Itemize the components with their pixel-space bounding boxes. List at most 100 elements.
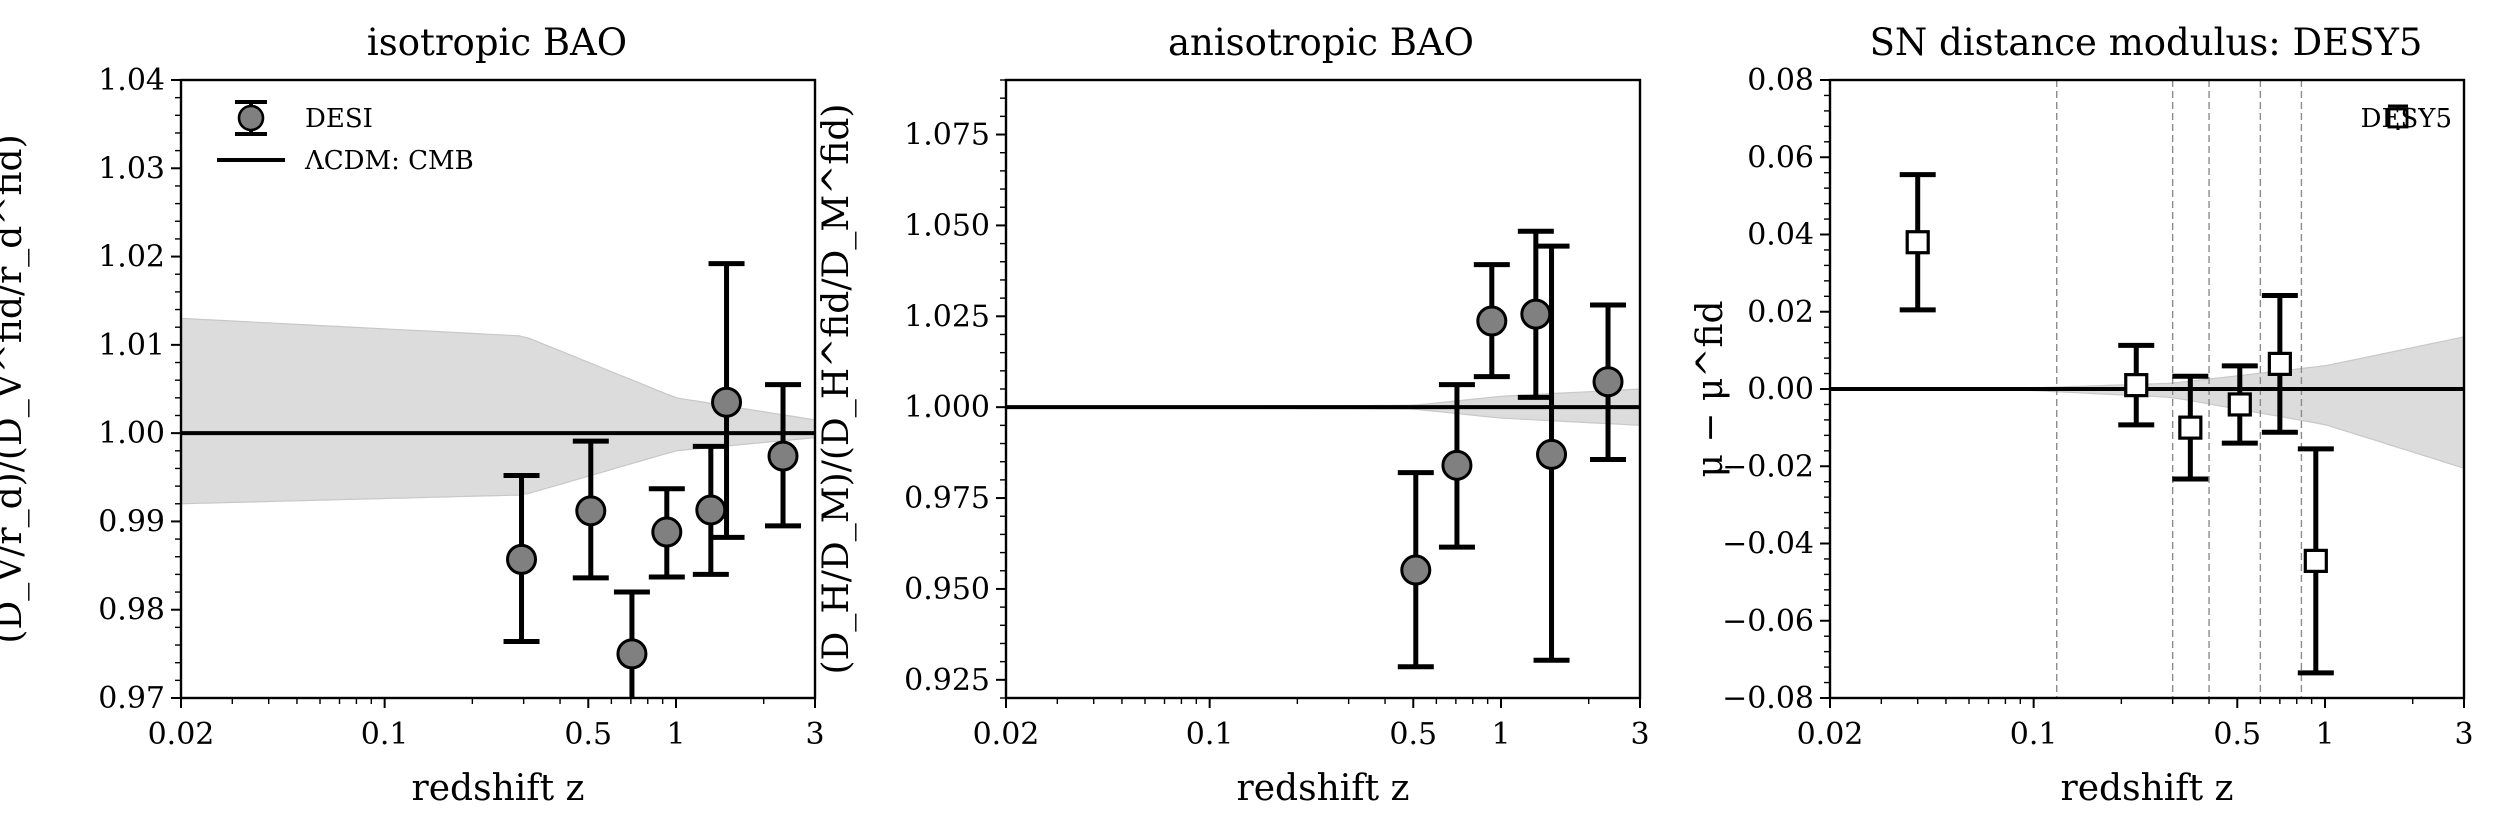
y-tick-label: 0.99: [98, 504, 165, 539]
data-point-group: [2118, 342, 2155, 428]
x-tick-label: 0.1: [361, 717, 409, 752]
y-tick-label: −0.02: [1722, 449, 1814, 484]
data-point-group: [1533, 243, 1570, 663]
data-point-marker: [1592, 366, 1624, 398]
x-axis-label: redshift z: [1237, 768, 1410, 809]
x-tick-label: 3: [805, 717, 824, 752]
data-point-group: [1590, 302, 1627, 463]
data-point-marker: [616, 638, 648, 670]
data-point-group: [2297, 446, 2334, 676]
y-tick-label: 0.00: [1747, 372, 1814, 407]
plot-frame: [179, 78, 817, 700]
data-point-marker: [1400, 554, 1432, 586]
x-tick-label: 0.5: [2213, 717, 2261, 752]
data-point-marker: [767, 440, 799, 472]
plot-area: [181, 261, 815, 698]
x-tick-label: 0.02: [148, 717, 215, 752]
y-tick-label: 1.02: [98, 240, 165, 275]
data-point-group: [765, 382, 802, 529]
data-point-marker: [1905, 230, 1930, 255]
y-tick-label: 0.975: [904, 481, 990, 516]
data-point-marker: [2227, 392, 2252, 417]
panel-title-sn: SN distance modulus: DESY5: [1870, 21, 2423, 64]
model-uncertainty-band: [181, 317, 815, 505]
y-axis-label: μ − μ^fid: [1690, 300, 1731, 477]
panel-title-anisotropic: anisotropic BAO: [1168, 21, 1474, 64]
data-point-marker: [1476, 305, 1508, 337]
x-tick-label: 3: [2454, 717, 2473, 752]
x-tick-label: 0.02: [973, 717, 1040, 752]
x-tick-label: 0.5: [1389, 717, 1437, 752]
x-tick-label: 1: [1491, 717, 1510, 752]
data-point-marker: [2267, 351, 2292, 376]
legend: DESI ΛCDM: CMB: [217, 100, 474, 176]
y-tick-label: −0.08: [1722, 681, 1814, 716]
panel-sn-distance-modulus: SN distance modulus: DESY5 0.02 0.1 0.5 1 3 −…: [1690, 21, 2474, 809]
x-tick-label: 0.02: [1797, 717, 1864, 752]
legend-marker: [237, 104, 265, 132]
data-point-group: [2221, 363, 2258, 446]
data-point-marker: [1441, 449, 1473, 481]
model-uncertainty-band: [1830, 336, 2464, 469]
x-tick-label: 0.1: [2010, 717, 2058, 752]
data-point-marker: [2178, 415, 2203, 440]
y-tick-label: 1.000: [904, 390, 990, 425]
y-tick-label: 1.03: [98, 151, 165, 186]
legend-label: DESY5: [2361, 104, 2452, 134]
panel-anisotropic-bao: anisotropic BAO 0.02 0.1 0.5 1 3 0.925 0.950 0.…: [816, 21, 1650, 809]
plot-area: [1006, 228, 1640, 670]
y-tick-label: 0.950: [904, 572, 990, 607]
data-point-group: [503, 473, 540, 644]
plot-frame: [1004, 78, 1642, 700]
panel-isotropic-bao: isotropic BAO 0.02 0.1 0.5 1 3 0.97 0.98 0.99 1.…: [0, 21, 825, 809]
y-tick-label: 1.01: [98, 328, 165, 363]
x-tick-label: 1: [666, 717, 685, 752]
y-tick-label: −0.06: [1722, 604, 1814, 639]
x-tick-label: 0.1: [1186, 717, 1234, 752]
data-point-marker: [711, 386, 743, 418]
data-point-marker: [2303, 548, 2328, 573]
plot-area: [1830, 80, 2464, 698]
panel-title-isotropic: isotropic BAO: [367, 21, 627, 64]
y-tick-label: 1.050: [904, 208, 990, 243]
data-point-group: [1397, 470, 1434, 670]
x-axis-label: redshift z: [2061, 768, 2234, 809]
data-point-group: [648, 486, 685, 580]
data-point-group: [1899, 172, 1936, 313]
y-tick-label: 1.075: [904, 118, 990, 153]
data-point-marker: [506, 543, 538, 575]
y-tick-label: 1.025: [904, 299, 990, 334]
legend-marker: [2387, 107, 2409, 129]
y-axis-label: (D_H/D_M)/(D_H^fid/D_M^fid): [816, 104, 857, 675]
data-point-group: [613, 589, 650, 698]
legend: DESY5: [2361, 104, 2452, 134]
x-axis-label: redshift z: [412, 768, 585, 809]
y-tick-label: 0.08: [1747, 63, 1814, 98]
data-point-group: [1517, 228, 1554, 400]
data-point-group: [692, 443, 729, 577]
data-point-marker: [1536, 438, 1568, 470]
legend-label: ΛCDM: CMB: [304, 146, 474, 176]
data-point-marker: [575, 495, 607, 527]
x-tick-label: 0.5: [564, 717, 612, 752]
y-tick-label: 0.02: [1747, 295, 1814, 330]
y-tick-label: −0.04: [1722, 527, 1814, 562]
x-tick-label: 3: [1630, 717, 1649, 752]
x-tick-label: 1: [2315, 717, 2334, 752]
data-point-group: [1473, 262, 1510, 380]
data-point-group: [572, 438, 609, 581]
y-tick-label: 1.04: [98, 63, 165, 98]
data-point-group: [708, 261, 745, 540]
data-point-group: [1438, 382, 1475, 550]
y-tick-label: 0.97: [98, 681, 165, 716]
data-point-group: [2261, 293, 2298, 435]
y-axis-label: (D_V/r_d)/(D_V^fid/r_d^fid): [0, 134, 30, 643]
data-point-marker: [1520, 298, 1552, 330]
data-point-marker: [651, 516, 683, 548]
data-point-marker: [695, 494, 727, 526]
y-tick-label: 0.98: [98, 593, 165, 628]
y-tick-label: 0.925: [904, 663, 990, 698]
data-point-marker: [2124, 373, 2149, 398]
y-tick-label: 0.06: [1747, 140, 1814, 175]
